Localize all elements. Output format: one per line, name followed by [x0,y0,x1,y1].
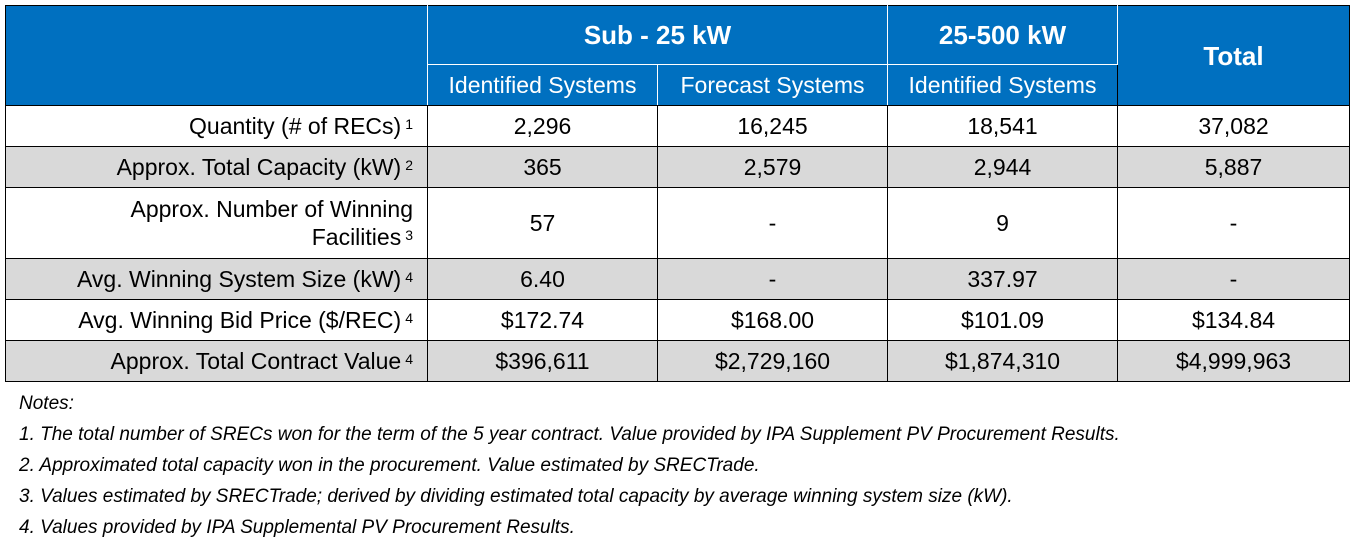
row-label: Quantity (# of RECs) 1 [5,105,428,147]
srec-results-table: Sub - 25 kW 25-500 kW Total Identified S… [5,5,1351,382]
header-group-25-500kw: 25-500 kW [887,5,1119,65]
note-item: 3. Values estimated by SRECTrade; derive… [19,486,1013,507]
table-cell: 2,296 [427,105,658,147]
table-cell: - [656,187,889,259]
table-row: Avg. Winning Bid Price ($/REC) 4 $172.74 … [5,299,1351,341]
row-label: Approx. Number of Winning Facilities 3 [5,187,428,259]
table-cell: 2,579 [656,146,889,188]
table-cell: $172.74 [427,299,658,341]
srec-results-table-container: Sub - 25 kW 25-500 kW Total Identified S… [5,5,1351,382]
table-cell: $134.84 [1117,299,1351,341]
table-cell: - [1117,258,1351,300]
table-row: Approx. Total Capacity (kW) 2 365 2,579 2… [5,146,1351,188]
table-cell: - [1117,187,1351,259]
note-item: 1. The total number of SRECs won for the… [19,424,1120,445]
footnote-marker: 4 [405,351,413,367]
table-cell: 6.40 [427,258,658,300]
header-sub-forecast-systems: Forecast Systems [656,64,889,106]
table-cell: $2,729,160 [656,340,889,382]
footnote-marker: 2 [405,157,413,173]
footnote-marker: 3 [405,227,413,243]
table-row: Avg. Winning System Size (kW) 4 6.40 - 33… [5,258,1351,300]
note-item: 4. Values provided by IPA Supplemental P… [19,517,575,538]
table-cell: 37,082 [1117,105,1351,147]
table-cell: 57 [427,187,658,259]
header-corner-cell [5,5,428,106]
table-row: Approx. Total Contract Value 4 $396,611 $… [5,340,1351,382]
footnote-marker: 4 [405,310,413,326]
table-cell: 365 [427,146,658,188]
header-sub-identified-systems-2: Identified Systems [887,64,1119,106]
header-sub-identified-systems-1: Identified Systems [427,64,658,106]
footnote-marker: 1 [405,116,413,132]
table-cell: 16,245 [656,105,889,147]
row-label: Approx. Total Contract Value 4 [5,340,428,382]
notes-title: Notes: [19,393,74,414]
header-row-subcolumns: Identified Systems Forecast Systems Iden… [6,64,1350,106]
header-total: Total [1117,5,1351,106]
table-cell: $4,999,963 [1117,340,1351,382]
footnote-marker: 4 [405,269,413,285]
table-cell: 18,541 [887,105,1119,147]
row-label: Approx. Total Capacity (kW) 2 [5,146,428,188]
table-cell: $396,611 [427,340,658,382]
note-item: 2. Approximated total capacity won in th… [19,455,760,476]
table-cell: 2,944 [887,146,1119,188]
table-row: Approx. Number of Winning Facilities 3 57 … [5,187,1351,259]
notes-section: Notes: 1. The total number of SRECs won … [19,388,1120,543]
table-cell: 337.97 [887,258,1119,300]
table-cell: 9 [887,187,1119,259]
table-cell: 5,887 [1117,146,1351,188]
table-row: Quantity (# of RECs) 1 2,296 16,245 18,54… [5,105,1351,147]
table-cell: $168.00 [656,299,889,341]
table-cell: - [656,258,889,300]
table-cell: $1,874,310 [887,340,1119,382]
row-label: Avg. Winning System Size (kW) 4 [5,258,428,300]
row-label: Avg. Winning Bid Price ($/REC) 4 [5,299,428,341]
header-row-groups: Sub - 25 kW 25-500 kW Total [5,5,1351,106]
header-group-sub-25kw: Sub - 25 kW [426,5,889,65]
table-cell: $101.09 [887,299,1119,341]
